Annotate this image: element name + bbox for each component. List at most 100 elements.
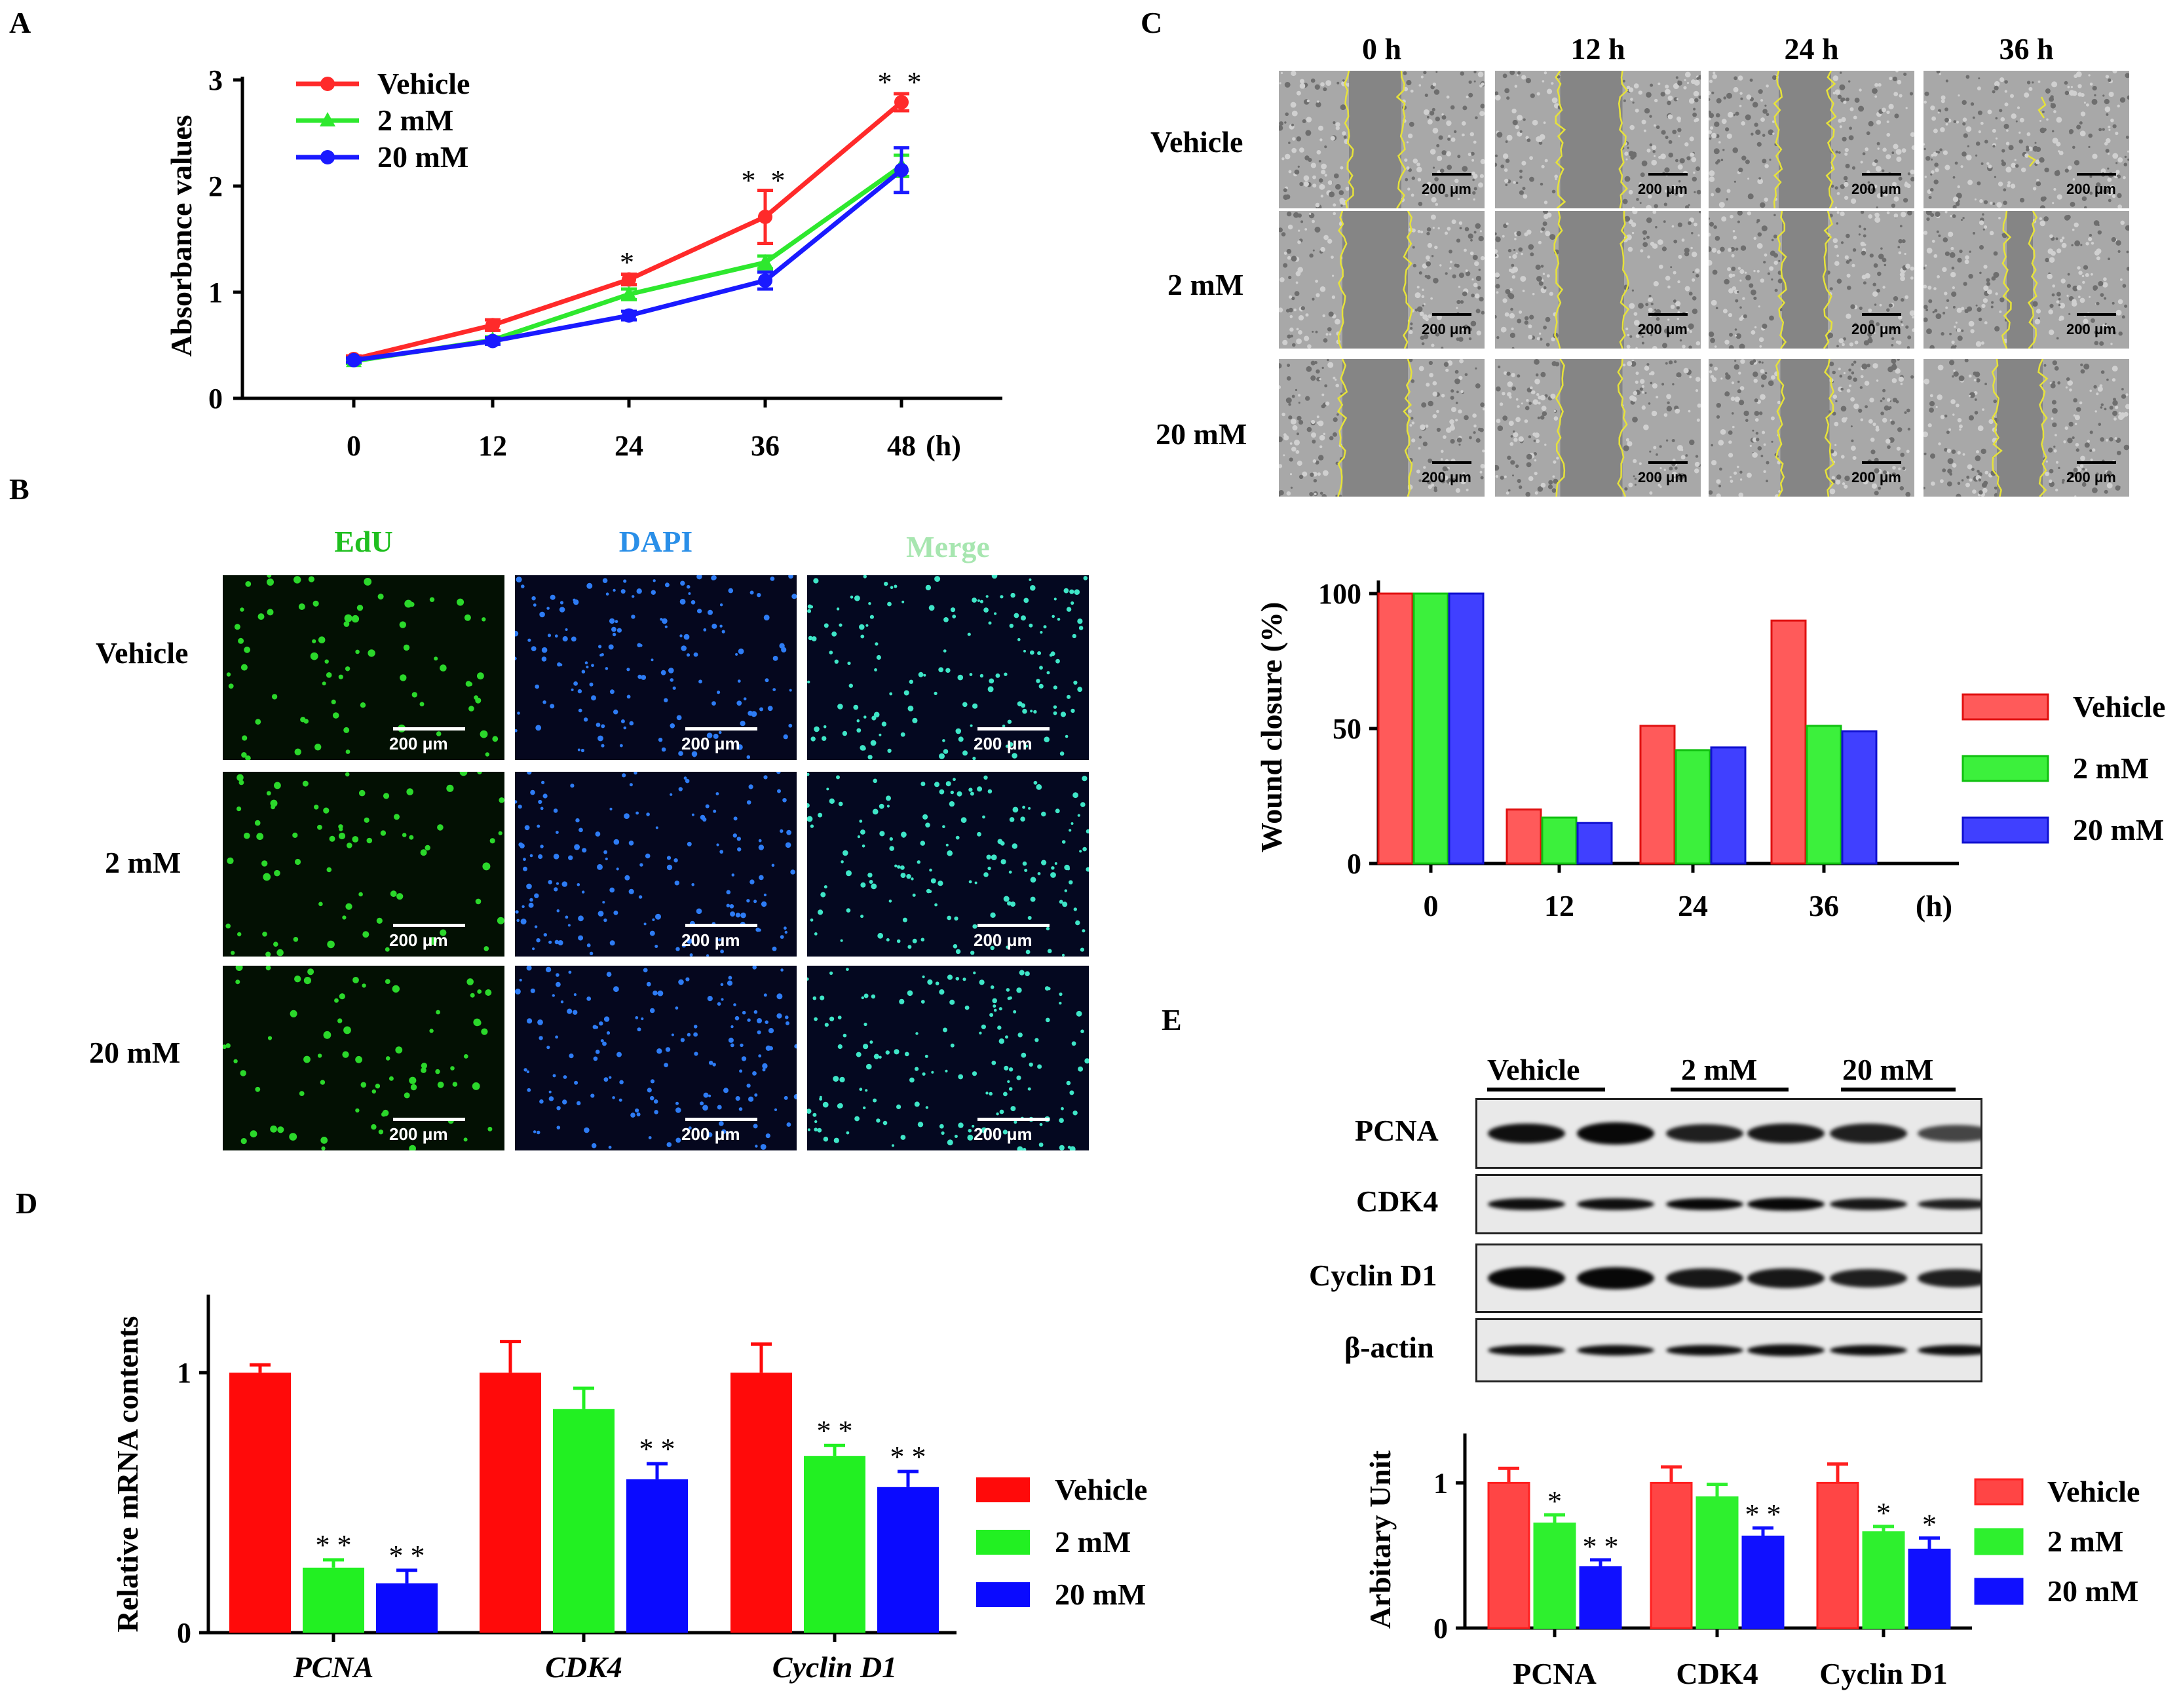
scale-bar-label: 200 μm xyxy=(1422,469,1471,485)
a-point xyxy=(485,318,500,333)
chartE2-bar xyxy=(1862,1531,1905,1629)
chartC2-y-axis-label: Wound closure (%) xyxy=(1255,602,1288,853)
a-point xyxy=(485,333,500,349)
blot-band xyxy=(1747,1344,1825,1356)
chartE2-bar xyxy=(1579,1566,1622,1629)
a-y-tick-label: 1 xyxy=(208,276,223,309)
a-point xyxy=(347,352,361,368)
chartC2-y-tick-label: 100 xyxy=(1318,578,1361,610)
a-point xyxy=(757,254,773,269)
chartD-x-tick-label: CDK4 xyxy=(545,1650,622,1684)
scale-bar-label: 200 μm xyxy=(1422,321,1471,337)
blot-group-underline xyxy=(1841,1088,1956,1091)
panel-c-cells xyxy=(1495,211,1701,349)
panel-b-cells xyxy=(807,772,1089,957)
panel-b-row-vehicle: Vehicle xyxy=(96,636,189,670)
blot-band xyxy=(1830,1269,1907,1287)
a-significance-mark: * xyxy=(620,246,638,278)
chartD-significance-mark: * * xyxy=(316,1529,352,1561)
chartC2-x-tick-label: 36 xyxy=(1809,889,1839,922)
scale-bar-label: 200 μm xyxy=(1638,469,1688,485)
panel-c-image: 200 μm xyxy=(1279,359,1485,497)
panel-c-col-24h: 24 h xyxy=(1784,32,1839,66)
panel-c-cells xyxy=(1709,359,1914,497)
chartE2-significance-mark: * xyxy=(1547,1485,1562,1517)
chartE2-legend-swatch xyxy=(1974,1528,2024,1555)
scale-bar xyxy=(685,1118,757,1121)
chartD-y-tick-label: 0 xyxy=(177,1617,191,1649)
panel-c-cells xyxy=(1279,71,1485,208)
a-x-tick-label: 36 xyxy=(751,430,780,462)
chartE2-y-tick-label: 0 xyxy=(1433,1612,1448,1644)
blot-group-label: Vehicle xyxy=(1487,1053,1580,1086)
chartE2-bar xyxy=(1650,1481,1693,1629)
scale-bar-label: 200 μm xyxy=(1422,181,1471,197)
chartC2-x-unit: (h) xyxy=(1916,889,1952,922)
scale-bar xyxy=(393,727,465,731)
chartD-bar xyxy=(553,1409,615,1633)
a-point xyxy=(758,273,772,288)
panel-c-col-36h: 36 h xyxy=(1999,32,2054,66)
chartE2-legend-label: Vehicle xyxy=(2047,1475,2140,1508)
a-point xyxy=(758,209,772,224)
blot-band xyxy=(1488,1198,1565,1210)
scale-bar-label: 200 μm xyxy=(1851,321,1901,337)
a-significance-mark: * * xyxy=(742,164,789,197)
panel-b-image: 200 μm xyxy=(515,772,797,957)
scale-bar xyxy=(393,924,465,927)
panel-label-c: C xyxy=(1141,6,1163,39)
panel-b-image: 200 μm xyxy=(515,966,797,1150)
a-x-tick-label: 12 xyxy=(478,430,507,462)
a-y-tick-label: 0 xyxy=(208,383,223,415)
scale-bar-label: 200 μm xyxy=(389,930,448,950)
a-point xyxy=(894,95,909,110)
panel-label-e: E xyxy=(1162,1003,1182,1036)
chartE2-x-tick-label: Cyclin D1 xyxy=(1819,1657,1948,1690)
chartC2-x-tick-label: 24 xyxy=(1678,889,1708,922)
chartE2-y-tick-label: 1 xyxy=(1433,1467,1448,1499)
scale-bar xyxy=(977,727,1050,731)
panel-c-cells xyxy=(1923,211,2129,349)
a-significance-mark: * * xyxy=(878,66,926,98)
panel-b-cells xyxy=(515,772,795,957)
chartC2-bar xyxy=(1576,822,1613,865)
blot-band xyxy=(1666,1268,1743,1288)
a-x-tick-label: 48 xyxy=(887,430,916,462)
panel-b-cells xyxy=(807,968,1089,1150)
panel-b-image: 200 μm xyxy=(223,772,504,957)
chartE2-bar xyxy=(1908,1548,1951,1629)
chartE2-legend-label: 20 mM xyxy=(2047,1574,2138,1608)
blot-band xyxy=(1577,1267,1654,1289)
scale-bar-label: 200 μm xyxy=(389,734,448,753)
chartE2-bar xyxy=(1533,1522,1576,1629)
panel-b-image: 200 μm xyxy=(807,966,1089,1150)
panel-c-cells xyxy=(1495,359,1701,497)
blot-band xyxy=(1488,1267,1565,1289)
panel-b-cells xyxy=(223,966,493,1150)
panel-c-image: 200 μm xyxy=(1923,359,2129,497)
chartD-bar xyxy=(480,1373,541,1633)
chartC2-bar xyxy=(1448,592,1485,865)
panel-label-d: D xyxy=(16,1186,38,1220)
chartC2-bar xyxy=(1639,725,1676,865)
a-x-tick-label: 0 xyxy=(347,430,361,462)
a-x-unit: (h) xyxy=(926,430,961,462)
a-x-tick-label: 24 xyxy=(615,430,643,462)
panel-c-image: 200 μm xyxy=(1709,359,1914,497)
chartC2-bar xyxy=(1377,592,1414,865)
blot-protein-label: β-actin xyxy=(1344,1331,1434,1364)
panel-b-image: 200 μm xyxy=(223,575,504,760)
scale-bar-label: 200 μm xyxy=(1638,181,1688,197)
panel-c-image: 200 μm xyxy=(1495,71,1701,208)
chartD-bar xyxy=(730,1373,792,1633)
panel-b-row-2mm: 2 mM xyxy=(105,846,181,879)
chartD-significance-mark: * * xyxy=(817,1414,853,1447)
chartD-bar xyxy=(376,1583,438,1633)
chartC2-legend-label: 2 mM xyxy=(2073,751,2149,785)
panel-c-image: 200 μm xyxy=(1709,71,1914,208)
panel-c-col-0h: 0 h xyxy=(1361,32,1402,66)
chartD-bar xyxy=(229,1373,291,1633)
chartD-legend-swatch xyxy=(976,1530,1030,1555)
panel-b-cells xyxy=(515,575,797,759)
panel-b-cells xyxy=(807,575,1088,760)
